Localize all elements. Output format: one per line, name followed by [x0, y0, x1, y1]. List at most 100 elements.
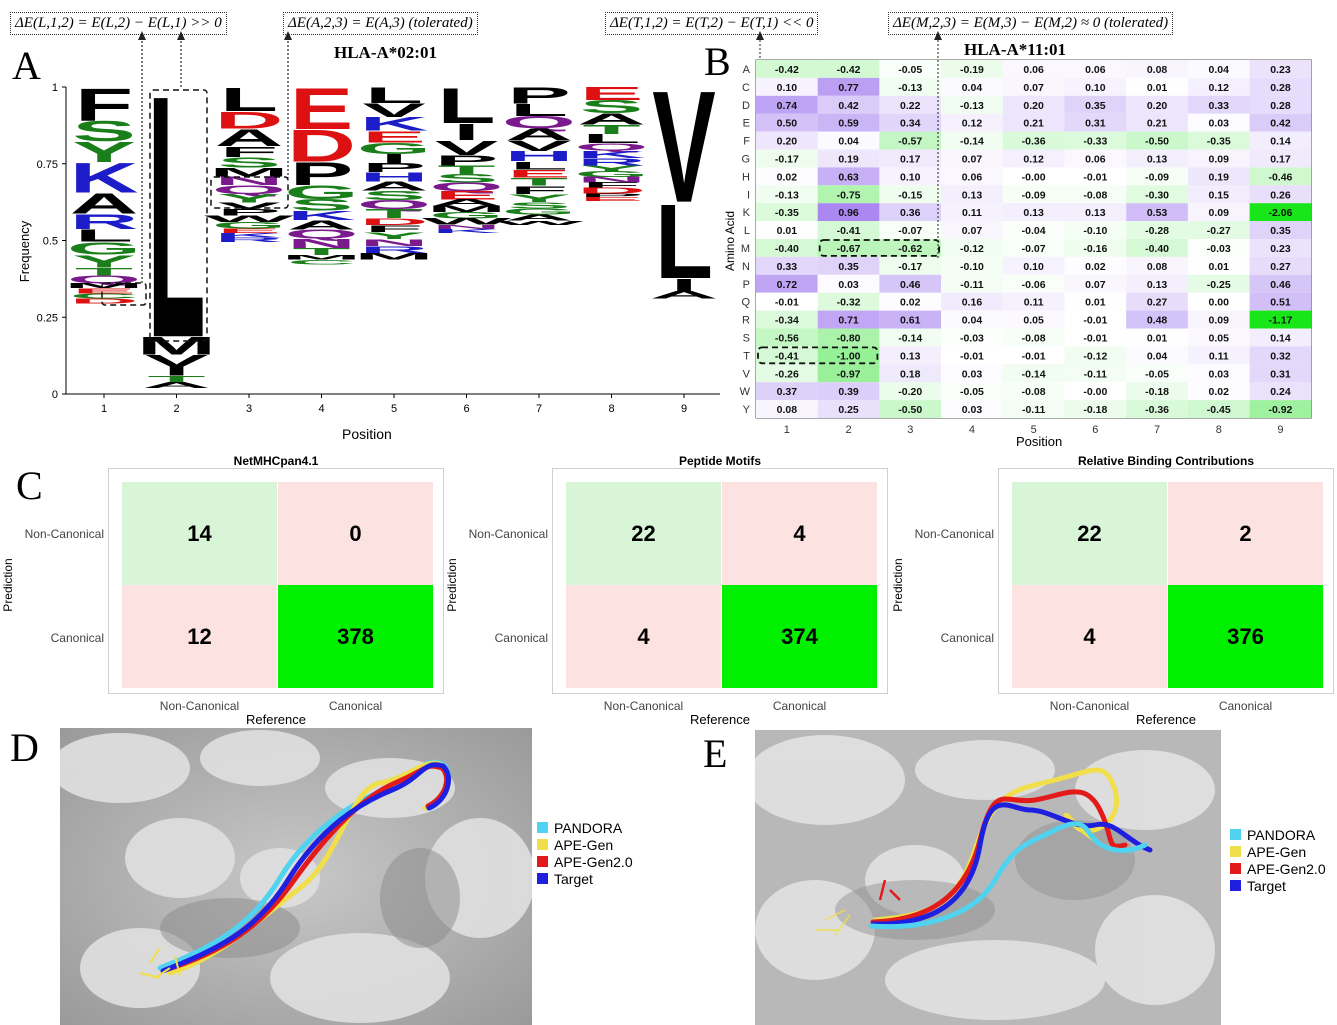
- heatmap-cell: [879, 167, 942, 186]
- heatmap-cell: [941, 131, 1003, 150]
- heatmap-cell-value: 0.39: [838, 386, 859, 398]
- heatmap-col-label: 3: [907, 424, 913, 436]
- heatmap-cell-value: 0.10: [1023, 261, 1044, 273]
- cm-cell: 4: [566, 585, 721, 688]
- heatmap-row-label: F: [743, 136, 750, 148]
- heatmap-cell-value: 0.23: [1270, 64, 1291, 76]
- legend-label: APE-Gen2.0: [1247, 860, 1326, 877]
- heatmap-cell: [941, 95, 1003, 114]
- heatmap-cell: [817, 346, 880, 365]
- logo-letter: K: [577, 149, 646, 161]
- heatmap-cell: [1064, 274, 1127, 293]
- cm-row-label: Canonical: [940, 631, 994, 645]
- logo-letter: N: [577, 176, 646, 185]
- annotation-a-left: ΔE(L,1,2) = E(L,2) − E(L,1) >> 0: [10, 12, 227, 35]
- logo-letter: E: [72, 287, 135, 295]
- logo-letter: W: [422, 217, 512, 227]
- heatmap-cell: [879, 382, 942, 401]
- heatmap-cell: [1249, 328, 1312, 347]
- annotation-b-right: ΔE(M,2,3) = E(M,3) − E(M,2) ≈ 0 (tolerat…: [888, 12, 1174, 35]
- heatmap-cell-value: -0.40: [775, 243, 799, 255]
- heatmap-cell: [1187, 221, 1250, 239]
- logo-letter: G: [212, 221, 286, 231]
- heatmap-cell-value: 0.50: [777, 118, 798, 130]
- logo-letter: P: [362, 161, 425, 175]
- heatmap-cell: [1064, 149, 1127, 168]
- heatmap-cell-value: 0.33: [1209, 100, 1230, 112]
- heatmap-cell: [1249, 292, 1312, 311]
- heatmap-cell: [1126, 95, 1188, 114]
- logo-letter: L: [437, 78, 495, 134]
- heatmap-cell: [817, 77, 880, 96]
- logo-letter: W: [494, 220, 584, 226]
- logo-letter: L: [75, 226, 133, 246]
- heatmap-cell: [879, 185, 942, 204]
- heatmap-cell-value: -0.07: [898, 225, 922, 237]
- logo-letter: E: [507, 167, 570, 180]
- heatmap-cell: [1002, 167, 1065, 186]
- logo-letter: Q: [67, 273, 141, 285]
- heatmap-cell-value: 0.08: [1147, 261, 1168, 273]
- logo-letter: D: [215, 106, 284, 133]
- heatmap-cell-value: -0.46: [1268, 171, 1292, 183]
- heatmap-cell-value: 0.13: [1023, 207, 1044, 219]
- panel-label-e: E: [703, 731, 728, 776]
- logo-highlight-box: [210, 176, 289, 209]
- heatmap-cell: [1064, 77, 1127, 96]
- logo-letter: F: [582, 181, 640, 190]
- heatmap-cell-value: -0.56: [775, 332, 799, 344]
- cm-cell: 22: [566, 482, 721, 585]
- heatmap-cell-value: 0.10: [1085, 82, 1106, 94]
- heatmap-cell-value: -0.41: [775, 350, 799, 362]
- heatmap-cell-value: -0.80: [837, 332, 861, 344]
- heatmap-cell: [941, 203, 1003, 222]
- heatmap-cell: [1064, 364, 1127, 383]
- heatmap-col-label: 4: [969, 424, 975, 436]
- heatmap-cell: [1002, 131, 1065, 150]
- heatmap-row-label: S: [743, 332, 750, 344]
- heatmap-cell: [1126, 60, 1188, 78]
- logo-letter: T: [75, 266, 133, 278]
- logo-letter: A: [360, 179, 429, 193]
- heatmap-cell-value: -0.11: [960, 279, 984, 291]
- logo-letter: F: [220, 143, 278, 160]
- heatmap-cell: [756, 60, 818, 78]
- heatmap-cell-value: 0.13: [1085, 207, 1106, 219]
- heatmap-cell: [879, 239, 942, 257]
- logo-letter: F: [510, 184, 568, 197]
- heatmap-row-label: G: [741, 153, 750, 165]
- logo-letter: E: [362, 128, 425, 146]
- cm-col-label: Non-Canonical: [159, 699, 240, 713]
- heatmap-allele-title: HLA-A*11:01: [964, 40, 1066, 59]
- heatmap-cell-value: 0.01: [1209, 261, 1230, 273]
- heatmap-cell: [879, 364, 942, 383]
- cm-cell: 12: [122, 585, 277, 688]
- logo-letter: N: [287, 237, 356, 251]
- logo-letter: Y: [217, 192, 280, 205]
- heatmap-cell-value: 0.02: [777, 171, 798, 183]
- logo-letter: G: [502, 207, 576, 217]
- heatmap-cell-value: -0.35: [1207, 136, 1231, 148]
- cm-cell: 0: [278, 482, 433, 585]
- legend-d-item: Target: [537, 870, 633, 887]
- heatmap-cell: [1126, 239, 1188, 257]
- logo-letter: G: [575, 170, 649, 179]
- logo-letter: H: [360, 170, 429, 184]
- legend-swatch: [537, 856, 548, 867]
- heatmap-cell: [817, 185, 880, 204]
- cm-row-label: Non-Canonical: [468, 527, 548, 541]
- legend-swatch: [1230, 863, 1241, 874]
- heatmap-cell: [1187, 131, 1250, 150]
- heatmap-cell-value: 0.12: [962, 118, 983, 130]
- panel-label-b: B: [704, 39, 731, 84]
- heatmap-cell: [1249, 256, 1312, 275]
- heatmap-cell: [1126, 382, 1188, 401]
- heatmap-cell: [1187, 310, 1250, 329]
- heatmap-cell-value: 0.19: [1209, 171, 1230, 183]
- logo-x-tick-label: 1: [101, 403, 107, 415]
- heatmap-cell-value: 0.20: [777, 136, 798, 148]
- heatmap-cell-value: 0.12: [1023, 153, 1044, 165]
- logo-letter: M: [209, 166, 288, 179]
- heatmap-cell-value: 0.77: [838, 82, 859, 94]
- heatmap-cell-value: 0.63: [838, 171, 859, 183]
